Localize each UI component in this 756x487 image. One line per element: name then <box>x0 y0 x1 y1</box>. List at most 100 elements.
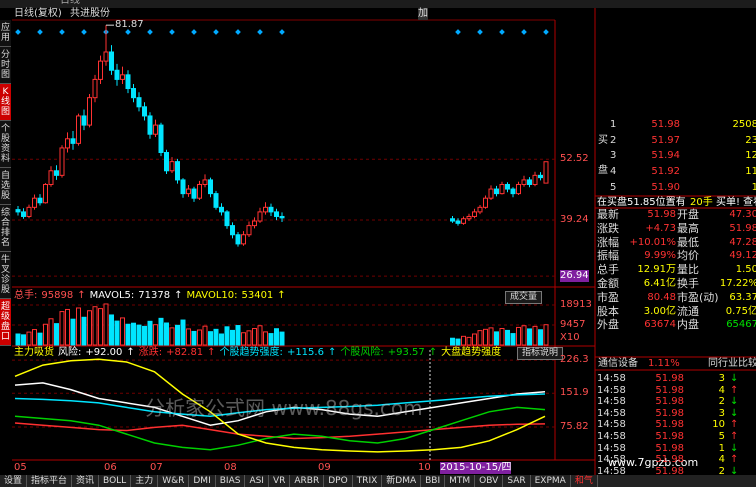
stat-value: +4.73 <box>645 222 676 234</box>
stat-value: 65467 <box>726 319 756 331</box>
volume-bar <box>169 327 175 346</box>
candle-body <box>70 138 76 144</box>
indicator-line <box>14 393 546 418</box>
tab[interactable]: ASI <box>245 475 269 487</box>
tab[interactable]: MTM <box>445 475 476 487</box>
volume-unit: X10 <box>560 332 580 343</box>
sidebar-item[interactable]: 个股资料 <box>0 121 11 168</box>
candle-body <box>461 218 466 224</box>
month-label: 06 <box>104 462 117 473</box>
tick-arrow: ↓ <box>730 442 739 454</box>
book-price: 51.97 <box>651 134 680 146</box>
watermark: 分析家公式网 www.88gs.com <box>145 396 423 420</box>
legend-arrow: ↑ <box>126 347 135 358</box>
sidebar-item[interactable]: 分时图 <box>0 47 11 84</box>
volume-bar <box>466 336 472 346</box>
volume-bar <box>87 310 92 346</box>
tab[interactable]: VR <box>269 475 291 487</box>
legend-label: 大盘趋势强度 <box>441 347 502 358</box>
tab[interactable]: BIAS <box>216 475 246 487</box>
stat-value: 0.75亿 <box>725 305 756 317</box>
stat-label: 换手 <box>677 277 699 290</box>
signal-diamond <box>477 29 483 35</box>
tab[interactable]: SAR <box>503 475 531 487</box>
volume-bar <box>76 307 81 346</box>
volume-bar <box>494 331 499 346</box>
tab[interactable]: W&R <box>158 475 190 487</box>
legend-label: 总手: <box>14 290 38 301</box>
tab[interactable]: 主力 <box>131 475 159 487</box>
volume-bar <box>21 334 26 346</box>
notice-action[interactable]: 买单! 查看详细 <box>716 197 756 208</box>
book-volume: 11 <box>745 166 756 178</box>
signal-diamond <box>279 29 285 35</box>
volume-bar <box>164 322 169 346</box>
volume-button[interactable]: 成交量 <box>505 291 543 304</box>
indicator-button[interactable]: 指标说明 <box>517 347 564 360</box>
candle-body <box>543 161 549 184</box>
stat-label: 涨幅 <box>597 235 619 249</box>
candle-body <box>98 60 103 80</box>
candle-body <box>186 188 191 195</box>
tab[interactable]: 新DMA <box>382 475 422 487</box>
tab[interactable]: BBI <box>421 475 446 487</box>
volume-bar <box>510 333 516 346</box>
candle-body <box>120 74 125 80</box>
tab[interactable]: 资讯 <box>72 475 100 487</box>
tab[interactable]: 指标平台 <box>27 475 73 487</box>
add-button[interactable]: 加 <box>418 8 428 20</box>
volume-bar <box>37 332 43 346</box>
price-tick-label: 52.52 <box>560 153 589 165</box>
stat-value: 63.37 <box>729 291 756 303</box>
volume-bar <box>109 314 114 346</box>
legend-label: 个股风险: <box>340 347 384 358</box>
tick-price: 51.98 <box>655 396 684 408</box>
volume-bar <box>92 306 98 346</box>
volume-bar <box>274 328 279 346</box>
volume-bar <box>263 331 268 346</box>
volume-bar <box>147 320 153 346</box>
tab[interactable]: ARBR <box>290 475 325 487</box>
tab[interactable]: DMI <box>189 475 216 487</box>
tick-price: 51.98 <box>655 454 684 466</box>
book-label: 盘 <box>598 165 608 176</box>
stat-label: 最高 <box>677 221 699 235</box>
tab[interactable]: 和气 <box>571 475 598 487</box>
tab[interactable]: TRIX <box>353 475 383 487</box>
legend-value: +115.6 <box>286 347 324 358</box>
candle-body <box>158 124 164 153</box>
industry-compare[interactable]: 同行业比较 <box>708 358 756 369</box>
book-label: 买 <box>598 135 608 146</box>
legend-arrow: ↑ <box>277 290 286 301</box>
tab[interactable]: DPO <box>324 475 353 487</box>
book-volume: 23 <box>745 134 756 146</box>
top-bar <box>0 0 756 8</box>
tab[interactable]: EXPMA <box>531 475 571 487</box>
volume-bar <box>516 326 521 346</box>
sidebar-item[interactable]: 超级盘口 <box>0 299 11 346</box>
sidebar-item[interactable]: 综合排名 <box>0 205 11 252</box>
stat-label: 总手 <box>597 263 619 277</box>
legend-label: 个股趋势强度: <box>219 347 283 358</box>
candle-body <box>483 197 488 208</box>
volume-bar <box>125 323 131 346</box>
sidebar-item[interactable]: 自选股 <box>0 168 11 205</box>
candle-body <box>175 161 180 181</box>
stat-value: 9.99% <box>644 250 676 262</box>
book-volume: 1 <box>751 181 756 193</box>
candle-body <box>538 174 543 179</box>
tab[interactable]: OBV <box>475 475 504 487</box>
sidebar-item[interactable]: 应用 <box>0 20 11 47</box>
tab[interactable]: 设置 <box>0 475 28 487</box>
indicator-line <box>14 422 546 440</box>
sidebar-item[interactable]: 牛叉诊股 <box>0 252 11 299</box>
candle-body <box>208 179 213 195</box>
candle-body <box>92 78 98 99</box>
volume-bar <box>230 329 235 346</box>
cursor-date: 2015-10-15/四 <box>440 462 512 474</box>
month-label: 08 <box>224 462 237 473</box>
sidebar-item[interactable]: K线图 <box>0 84 11 121</box>
tick-arrow: ↓ <box>730 465 739 477</box>
tab[interactable]: BOLL <box>99 475 132 487</box>
